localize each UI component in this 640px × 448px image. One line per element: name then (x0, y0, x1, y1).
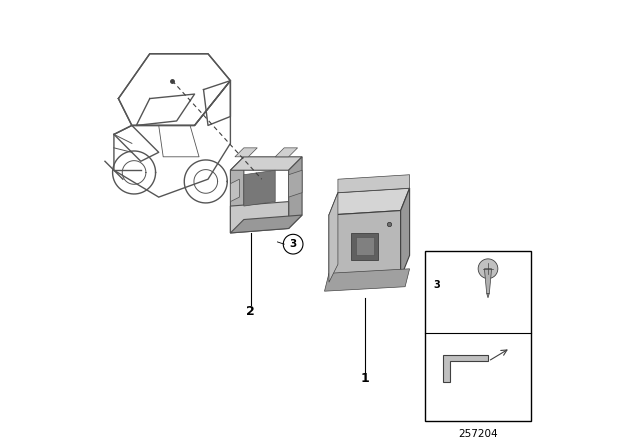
Bar (425, 251, 531, 421)
Polygon shape (230, 215, 302, 233)
Text: 3: 3 (289, 239, 297, 249)
Circle shape (478, 259, 498, 279)
Polygon shape (289, 157, 302, 228)
Polygon shape (443, 355, 488, 382)
Polygon shape (230, 202, 289, 233)
Polygon shape (329, 188, 410, 215)
Polygon shape (244, 170, 275, 206)
Polygon shape (351, 233, 378, 260)
Text: 257204: 257204 (458, 429, 498, 439)
Polygon shape (356, 237, 374, 255)
Text: 1: 1 (360, 372, 369, 385)
Polygon shape (484, 269, 492, 293)
Polygon shape (329, 211, 401, 282)
Polygon shape (230, 157, 244, 233)
Polygon shape (235, 148, 257, 157)
Polygon shape (324, 269, 410, 291)
Polygon shape (338, 175, 410, 193)
Polygon shape (230, 179, 239, 202)
Polygon shape (329, 193, 338, 282)
Polygon shape (275, 148, 298, 157)
Polygon shape (486, 293, 490, 298)
Polygon shape (289, 170, 302, 197)
Polygon shape (230, 157, 302, 170)
Text: 3: 3 (433, 280, 440, 290)
Text: 2: 2 (246, 305, 255, 318)
Polygon shape (401, 188, 410, 278)
